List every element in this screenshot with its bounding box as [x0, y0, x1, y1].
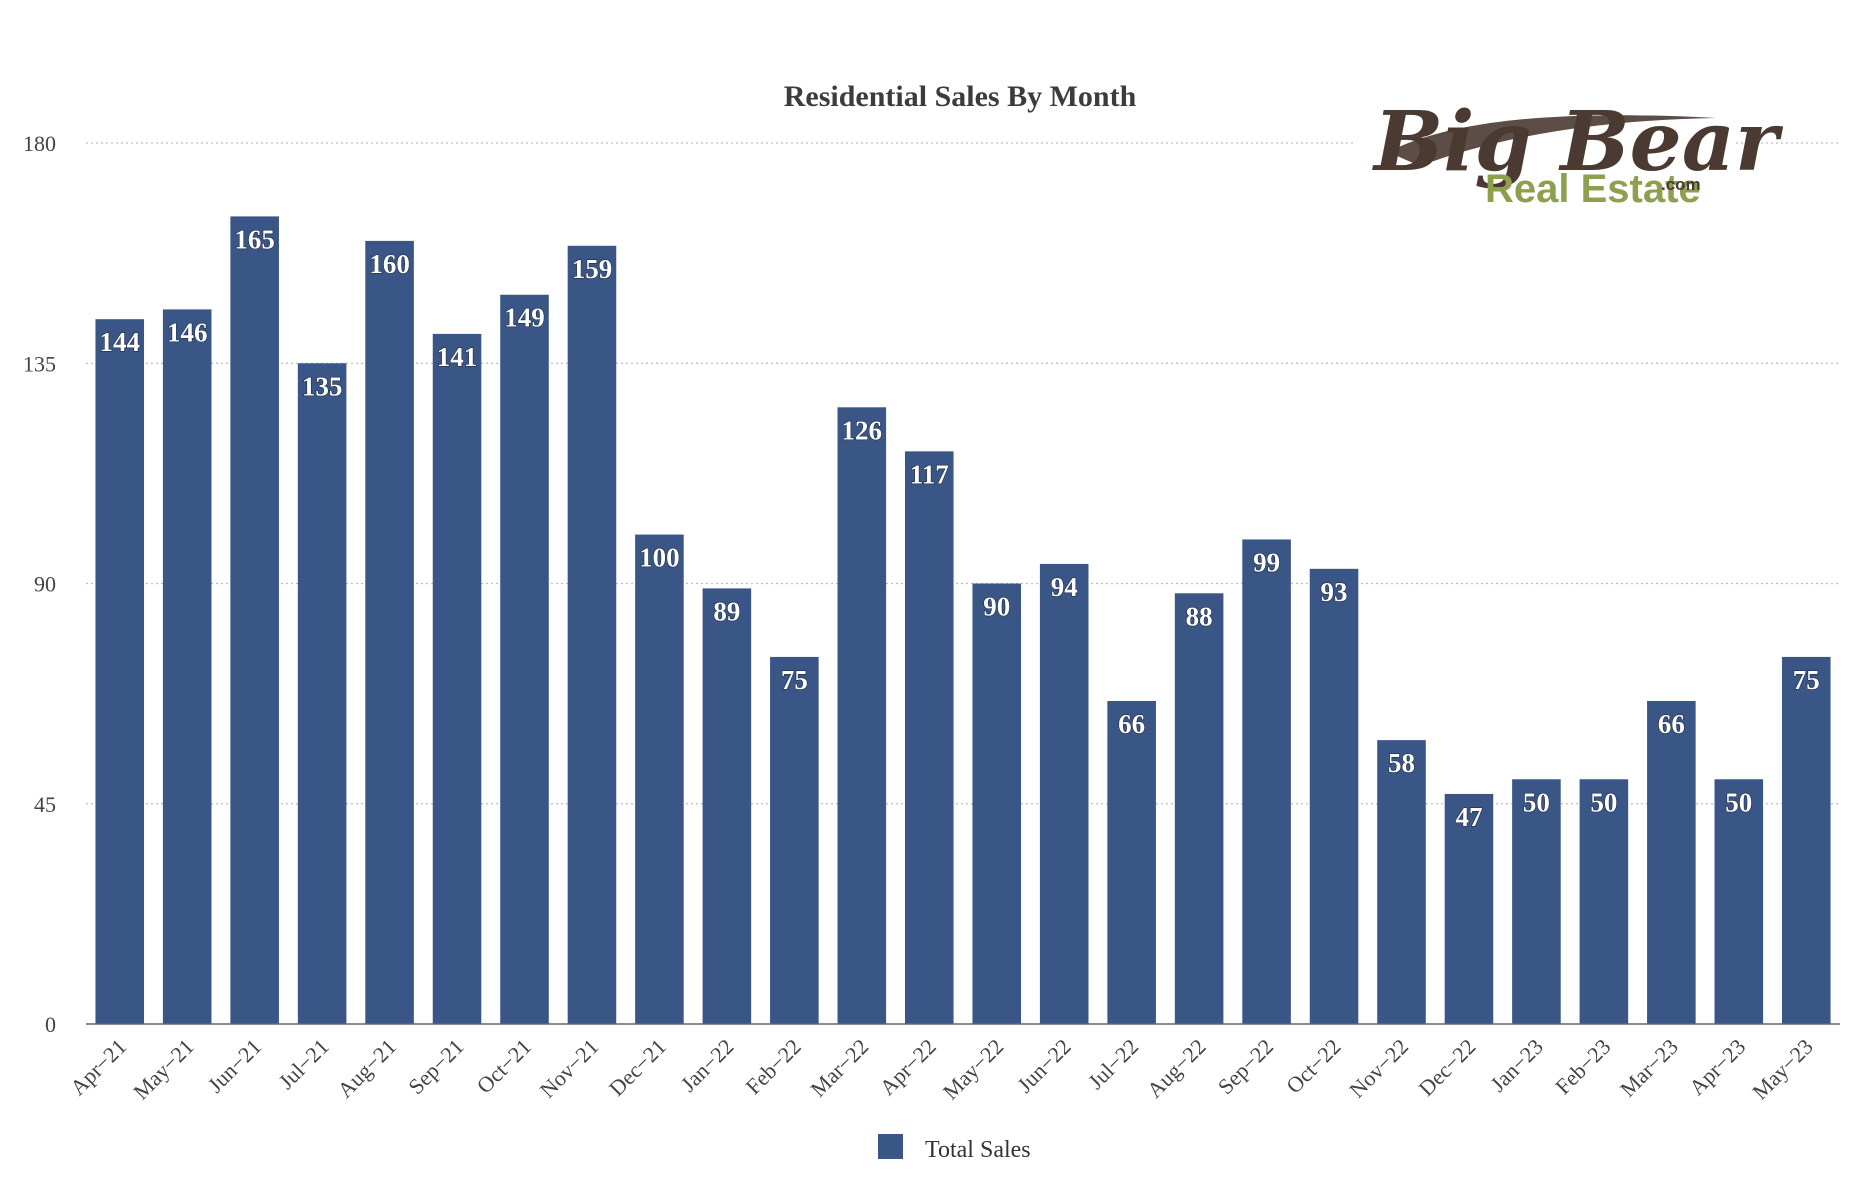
bar-Nov−22	[1377, 740, 1426, 1024]
data-label: 58	[1388, 748, 1415, 778]
logo-tld: .com	[1661, 175, 1701, 194]
bar-Jun−21	[230, 216, 279, 1024]
x-tick-label: Sep−21	[403, 1034, 468, 1099]
bar-May−21	[162, 309, 212, 1024]
x-tick-label: Jul−22	[1083, 1034, 1143, 1094]
legend: Total Sales	[878, 1134, 1031, 1163]
data-label: 146	[167, 317, 208, 347]
data-label: 117	[910, 459, 949, 489]
data-label: 66	[1658, 709, 1685, 739]
x-tick-label: Jan−23	[1485, 1034, 1548, 1097]
x-tick-label: Apr−22	[875, 1034, 941, 1100]
bar-Dec−22	[1444, 793, 1494, 1024]
data-label: 135	[302, 371, 343, 401]
x-tick-label: Dec−21	[604, 1034, 671, 1101]
x-tick-label: Dec−22	[1413, 1034, 1480, 1101]
x-tick-label: Feb−22	[741, 1034, 806, 1099]
y-tick-label: 45	[34, 792, 56, 817]
bar-Dec−21	[635, 534, 684, 1024]
data-label: 47	[1455, 802, 1482, 832]
bar-Sep−22	[1242, 539, 1291, 1024]
data-labels: 144 146 165 135 160 141 149 159 100 89 75 126 117 90 9…	[99, 224, 1820, 833]
x-tick-label: May−23	[1747, 1034, 1818, 1105]
bar-Jan−23	[1512, 779, 1561, 1024]
x-tick-label: Sep−22	[1213, 1034, 1278, 1099]
data-label: 149	[504, 303, 545, 333]
x-tick-label: May−21	[128, 1034, 199, 1105]
bar-Nov−21	[567, 245, 617, 1025]
legend-swatch	[878, 1134, 903, 1159]
x-tick-label: Jun−21	[203, 1034, 267, 1098]
bar-Jul−22	[1107, 700, 1156, 1024]
data-label: 160	[369, 249, 410, 279]
data-label: 50	[1523, 787, 1550, 817]
y-tick-label: 0	[45, 1012, 56, 1037]
bar-Feb−23	[1579, 779, 1629, 1024]
data-label: 89	[713, 596, 740, 626]
data-label: 90	[983, 592, 1010, 622]
x-tick-label: Mar−22	[805, 1034, 873, 1102]
x-tick-label: Feb−23	[1550, 1034, 1615, 1099]
x-tick-label: Apr−23	[1684, 1034, 1750, 1100]
bar-May−23	[1781, 656, 1831, 1024]
x-tick-label: Nov−21	[535, 1034, 604, 1103]
data-label: 50	[1725, 787, 1752, 817]
data-label: 93	[1321, 577, 1348, 607]
bars	[95, 216, 1831, 1025]
chart-title: Residential Sales By Month	[784, 80, 1137, 113]
data-label: 144	[99, 327, 140, 357]
x-tick-label: Aug−22	[1142, 1034, 1211, 1103]
bar-Apr−23	[1714, 779, 1764, 1024]
x-tick-label: Mar−23	[1615, 1034, 1683, 1102]
bar-May−22	[972, 583, 1022, 1024]
bar-Jun−22	[1039, 563, 1089, 1024]
bar-Jul−21	[297, 363, 347, 1024]
data-label: 66	[1118, 709, 1145, 739]
bar-Aug−22	[1174, 593, 1224, 1024]
bar-Oct−21	[500, 294, 549, 1024]
x-tick-label: May−22	[938, 1034, 1009, 1105]
x-tick-label: Apr−21	[65, 1034, 131, 1100]
data-label: 50	[1590, 787, 1617, 817]
x-tick-label: Jul−21	[273, 1034, 333, 1094]
legend-label: Total Sales	[925, 1137, 1031, 1163]
data-label: 141	[437, 342, 478, 372]
y-tick-label: 90	[34, 572, 56, 597]
data-label: 99	[1253, 547, 1280, 577]
data-label: 126	[842, 415, 883, 445]
data-label: 100	[639, 543, 680, 573]
bar-Mar−23	[1647, 700, 1696, 1024]
y-axis-ticks: 0 45 90 135 180	[23, 131, 56, 1037]
x-tick-label: Jan−22	[676, 1034, 739, 1097]
x-tick-label: Oct−21	[472, 1034, 536, 1098]
data-label: 165	[234, 224, 275, 254]
bar-Mar−22	[837, 407, 887, 1024]
bar-Feb−22	[770, 656, 819, 1024]
bar-Oct−22	[1309, 568, 1359, 1024]
gridlines	[86, 142, 1840, 805]
logo-name: Big Bear	[1372, 94, 1784, 190]
logo-sub: Real Estate	[1485, 167, 1701, 211]
y-tick-label: 180	[23, 131, 56, 156]
bar-Jan−22	[702, 588, 752, 1024]
big-bear-real-estate-logo: Big Bear Real Estate .com	[1356, 94, 1784, 226]
bar-Apr−21	[95, 319, 145, 1024]
data-label: 75	[1793, 665, 1820, 695]
data-label: 159	[572, 254, 613, 284]
data-label: 88	[1186, 601, 1213, 631]
logo-swoosh-icon	[1388, 115, 1716, 166]
bar-Aug−21	[365, 240, 414, 1024]
bar-Sep−21	[432, 333, 482, 1025]
x-tick-label: Aug−21	[332, 1034, 401, 1103]
x-tick-label: Jun−22	[1012, 1034, 1076, 1098]
data-label: 75	[781, 665, 808, 695]
x-tick-label: Oct−22	[1281, 1034, 1345, 1098]
x-tick-label: Nov−22	[1344, 1034, 1413, 1103]
data-label: 94	[1051, 572, 1078, 602]
bar-Apr−22	[904, 451, 954, 1025]
y-tick-label: 135	[23, 351, 56, 376]
